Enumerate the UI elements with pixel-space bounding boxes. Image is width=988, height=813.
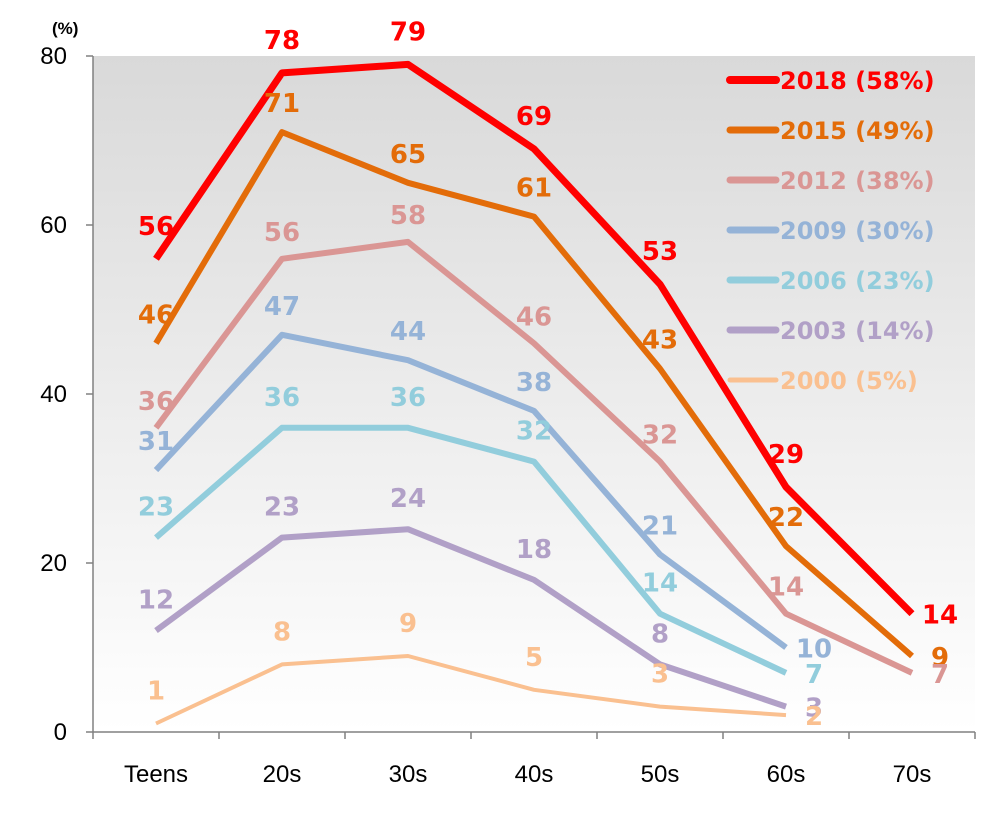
data-label-2015-teens: 46 [138,300,174,330]
legend: 2018 (58%) 2015 (49%) 2012 (38%) 2009 (30%)… [726,67,935,395]
x-tick-label: 30s [389,761,428,788]
series-line-2006 [154,424,788,676]
data-label-2018-60s: 29 [768,440,804,470]
data-label-2012-50s: 32 [642,421,678,451]
data-label-2012-40s: 46 [516,302,552,332]
x-tick-label: 20s [263,761,302,788]
data-label-2018-40s: 69 [516,102,552,132]
data-label-2006-30s: 36 [390,383,426,413]
data-label-2000-30s: 9 [399,609,417,639]
y-tick-label: 80 [40,43,67,70]
x-tick-label: Teens [124,761,188,788]
data-label-2012-teens: 36 [138,387,174,417]
data-label-2018-20s: 78 [264,26,300,56]
y-tick-label: 60 [40,212,67,239]
series-line-2000 [155,654,787,726]
data-label-2015-30s: 65 [390,140,426,170]
legend-label-2015: 2015 (49%) [780,117,935,145]
data-label-2006-teens: 23 [138,493,174,523]
data-label-2012-30s: 58 [390,201,426,231]
data-label-2009-60s: 10 [796,635,832,665]
series-line-2012 [153,238,914,676]
data-label-2000-60s: 2 [805,702,823,732]
axes: 0 20 40 60 80 (%) Teens 20s 30s 40s 50s 60s 70s [40,19,976,788]
series-line-2018 [153,60,915,617]
plot-area [93,56,975,732]
data-label-2003-teens: 12 [138,586,174,616]
data-label-2015-20s: 71 [264,89,300,119]
data-label-2003-30s: 24 [390,484,426,514]
data-label-2018-30s: 79 [390,17,426,47]
data-label-2000-20s: 8 [273,617,291,647]
data-label-2003-50s: 8 [651,619,669,649]
data-label-2009-40s: 38 [516,368,552,398]
legend-label-2006: 2006 (23%) [780,267,935,295]
y-tick-label: 20 [40,550,67,577]
legend-label-2018: 2018 (58%) [780,67,935,95]
data-label-2006-60s: 7 [805,660,823,690]
y-tick-label: 0 [54,719,67,746]
data-label-2018-teens: 56 [138,212,174,242]
data-label-2006-40s: 32 [516,417,552,447]
data-label-2015-50s: 43 [642,326,678,356]
data-label-2015-40s: 61 [516,174,552,204]
data-label-2000-teens: 1 [147,677,165,707]
data-label-2003-60s: 3 [805,694,823,724]
data-label-2015-60s: 22 [768,503,804,533]
series-layer [153,60,915,726]
data-label-2018-50s: 53 [642,237,678,267]
legend-label-2009: 2009 (30%) [780,217,935,245]
series-line-2003 [154,526,787,710]
y-tick-label: 40 [40,381,67,408]
x-tick-label: 50s [641,761,680,788]
data-label-2003-20s: 23 [264,493,300,523]
data-label-2015-70s: 9 [931,643,949,673]
series-line-2009 [153,331,788,650]
data-label-2000-50s: 3 [651,660,669,690]
data-label-2006-20s: 36 [264,383,300,413]
data-label-2000-40s: 5 [525,643,543,673]
data-label-2009-30s: 44 [390,317,426,347]
x-tick-label: 60s [767,761,806,788]
data-label-2009-teens: 31 [138,427,174,457]
y-unit-label: (%) [52,19,78,38]
data-label-2009-20s: 47 [264,292,300,322]
data-label-2009-50s: 21 [642,512,678,542]
series-line-2015 [153,129,914,659]
data-label-2012-60s: 14 [768,573,804,603]
x-tick-label: 40s [515,761,554,788]
data-label-2012-70s: 7 [931,660,949,690]
legend-label-2000: 2000 (5%) [780,367,918,395]
legend-label-2003: 2003 (14%) [780,317,935,345]
data-label-2012-20s: 56 [264,218,300,248]
data-label-2003-40s: 18 [516,535,552,565]
data-label-2006-50s: 14 [642,569,678,599]
legend-label-2012: 2012 (38%) [780,167,935,195]
data-label-2018-70s: 14 [922,601,958,631]
x-tick-label: 70s [893,761,932,788]
